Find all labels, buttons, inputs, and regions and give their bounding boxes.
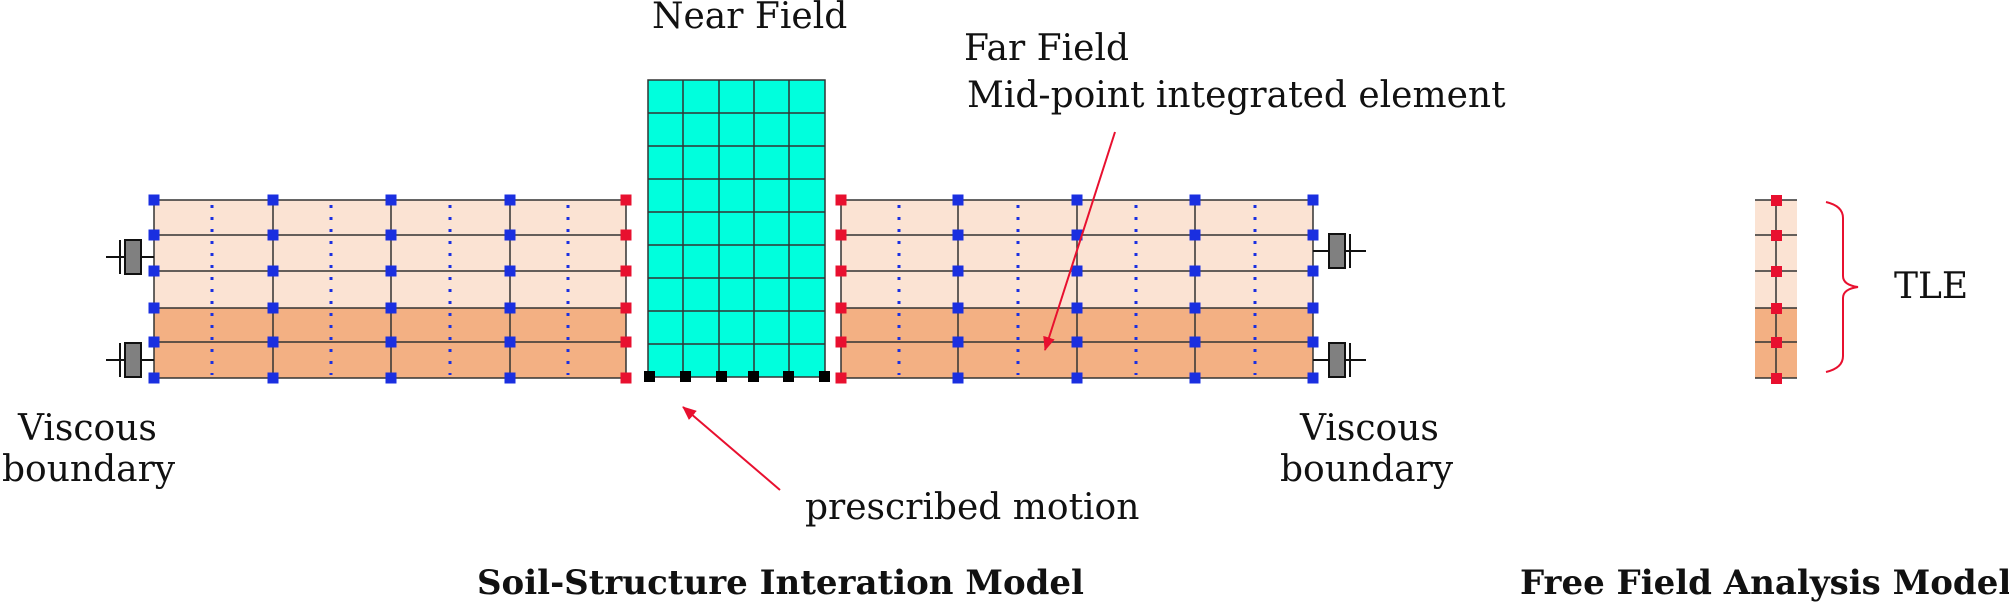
blue-node bbox=[952, 372, 964, 384]
red-node bbox=[620, 302, 632, 314]
blue-node bbox=[148, 265, 160, 277]
red-node bbox=[835, 372, 847, 384]
red-node bbox=[835, 229, 847, 241]
ssi-model-title: Soil-Structure Interation Model bbox=[477, 563, 1084, 603]
blue-node bbox=[504, 229, 516, 241]
left-viscous-label-line2: boundary bbox=[2, 449, 176, 490]
free-field-column bbox=[1755, 195, 1859, 384]
left-dashpot-upper bbox=[106, 239, 154, 275]
blue-node bbox=[504, 372, 516, 384]
left-red-nodes bbox=[620, 194, 632, 384]
blue-node bbox=[267, 302, 279, 314]
blue-node bbox=[1307, 372, 1319, 384]
left-dashpot-lower bbox=[106, 342, 154, 378]
left-midpoint-dotted-lines bbox=[210, 205, 570, 375]
blue-node bbox=[148, 229, 160, 241]
blue-node bbox=[267, 372, 279, 384]
blue-node bbox=[267, 229, 279, 241]
blue-node bbox=[385, 265, 397, 277]
blue-node bbox=[148, 336, 160, 348]
red-node bbox=[620, 336, 632, 348]
blue-node bbox=[1307, 229, 1319, 241]
blue-node bbox=[952, 265, 964, 277]
tle-label: TLE bbox=[1894, 266, 1968, 307]
blue-node bbox=[1071, 302, 1083, 314]
left-blue-nodes bbox=[148, 194, 516, 384]
blue-node bbox=[1189, 302, 1201, 314]
blue-node bbox=[1189, 336, 1201, 348]
blue-node bbox=[1071, 229, 1083, 241]
near-field-mesh bbox=[644, 79, 830, 382]
blue-node bbox=[148, 194, 160, 206]
prescribed-motion-arrow bbox=[682, 406, 781, 491]
red-node bbox=[835, 194, 847, 206]
blue-node bbox=[385, 194, 397, 206]
free-field-model-title: Free Field Analysis Model bbox=[1520, 563, 2009, 603]
blue-node bbox=[952, 194, 964, 206]
left-viscous-label-line1: Viscous bbox=[17, 408, 157, 449]
blue-node bbox=[148, 302, 160, 314]
mid-point-label: Mid-point integrated element bbox=[967, 75, 1506, 116]
blue-node bbox=[1071, 336, 1083, 348]
blue-node bbox=[952, 302, 964, 314]
blue-node bbox=[385, 372, 397, 384]
right-red-nodes bbox=[835, 194, 847, 384]
blue-node bbox=[504, 194, 516, 206]
left-upper-soil-layer bbox=[154, 200, 626, 308]
blue-node bbox=[1189, 194, 1201, 206]
blue-node bbox=[385, 302, 397, 314]
tle-bracket bbox=[1825, 201, 1859, 373]
left-far-field bbox=[148, 194, 632, 384]
blue-node bbox=[267, 194, 279, 206]
blue-node bbox=[385, 229, 397, 241]
red-node bbox=[835, 302, 847, 314]
right-blue-nodes bbox=[952, 194, 1319, 384]
right-viscous-label-line1: Viscous bbox=[1299, 408, 1439, 449]
right-viscous-label-line2: boundary bbox=[1280, 449, 1454, 490]
blue-node bbox=[1307, 265, 1319, 277]
red-node bbox=[835, 265, 847, 277]
blue-node bbox=[267, 265, 279, 277]
blue-node bbox=[1071, 265, 1083, 277]
blue-node bbox=[1189, 372, 1201, 384]
far-field-label: Far Field bbox=[964, 28, 1129, 69]
blue-node bbox=[952, 336, 964, 348]
red-node bbox=[620, 265, 632, 277]
blue-node bbox=[952, 229, 964, 241]
near-field-base-nodes bbox=[644, 371, 830, 382]
near-field-label: Near Field bbox=[652, 0, 847, 37]
blue-node bbox=[504, 265, 516, 277]
blue-node bbox=[1189, 265, 1201, 277]
blue-node bbox=[1071, 194, 1083, 206]
red-node bbox=[620, 194, 632, 206]
red-node bbox=[835, 336, 847, 348]
blue-node bbox=[1307, 336, 1319, 348]
near-field-block bbox=[647, 79, 826, 378]
prescribed-motion-label: prescribed motion bbox=[805, 487, 1139, 528]
right-dashpot-lower bbox=[1313, 342, 1366, 378]
right-far-field bbox=[835, 194, 1319, 384]
blue-node bbox=[385, 336, 397, 348]
red-node bbox=[620, 229, 632, 241]
blue-node bbox=[1307, 194, 1319, 206]
red-node bbox=[620, 372, 632, 384]
blue-node bbox=[1071, 372, 1083, 384]
right-dashpot-upper bbox=[1313, 233, 1366, 269]
mid-point-arrow bbox=[1043, 131, 1116, 351]
blue-node bbox=[148, 372, 160, 384]
blue-node bbox=[1307, 302, 1319, 314]
blue-node bbox=[504, 336, 516, 348]
right-midpoint-dotted-lines bbox=[897, 205, 1257, 375]
free-field-nodes bbox=[1771, 195, 1782, 384]
blue-node bbox=[267, 336, 279, 348]
blue-node bbox=[504, 302, 516, 314]
blue-node bbox=[1189, 229, 1201, 241]
